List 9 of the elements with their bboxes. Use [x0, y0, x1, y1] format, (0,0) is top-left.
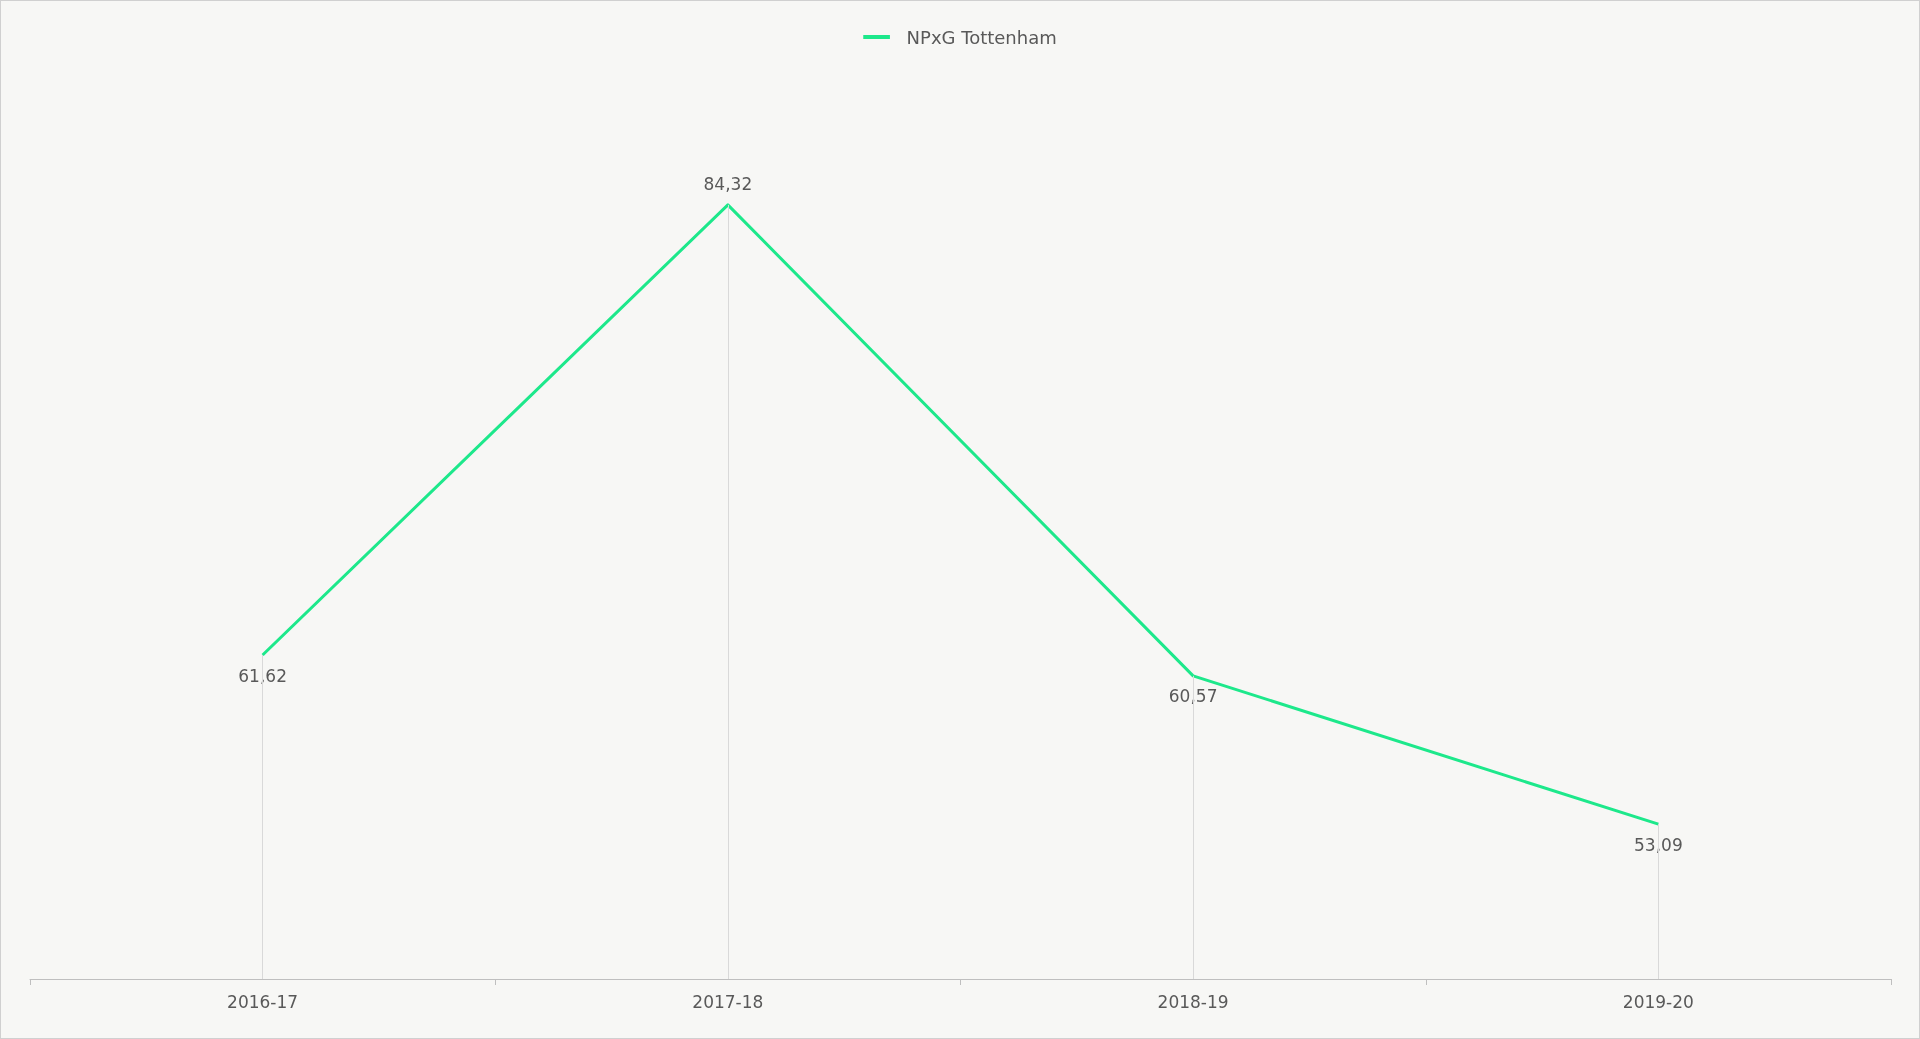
x-tick-label: 2018-19	[1157, 991, 1229, 1012]
data-label: 53,09	[1634, 834, 1683, 855]
x-tick-label: 2016-17	[227, 991, 299, 1012]
x-tick-label: 2019-20	[1622, 991, 1694, 1012]
x-tick-label: 2017-18	[692, 991, 764, 1012]
data-label: 60,57	[1168, 686, 1218, 707]
legend-label: NPxG Tottenham	[906, 26, 1057, 48]
data-label: 61,62	[238, 665, 287, 686]
data-label: 84,32	[703, 174, 753, 195]
